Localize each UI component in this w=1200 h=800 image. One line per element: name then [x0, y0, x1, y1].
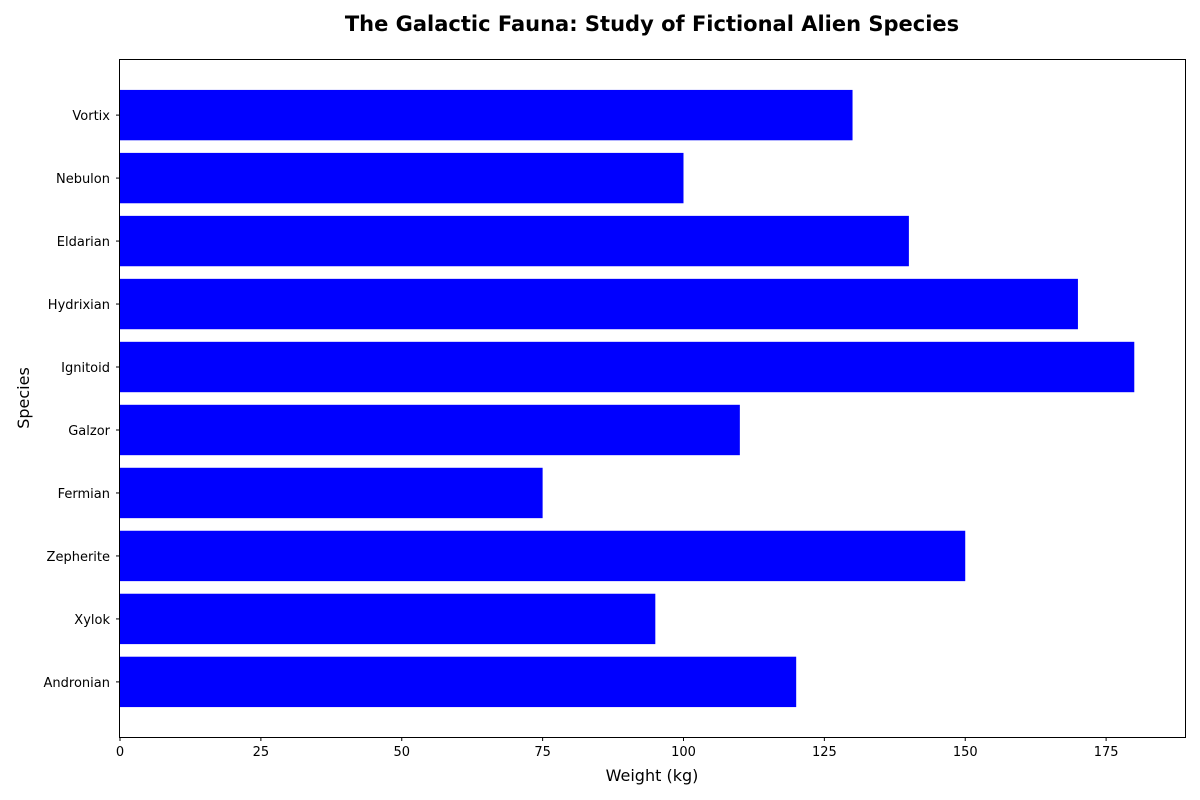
y-axis-label: Species [14, 367, 33, 429]
chart-title: The Galactic Fauna: Study of Fictional A… [345, 12, 959, 36]
x-tick-label: 75 [534, 745, 551, 760]
bars-group [120, 89, 1135, 708]
x-tick-label: 100 [671, 745, 696, 760]
x-tick-label: 150 [953, 745, 978, 760]
bar-vortix [120, 89, 853, 141]
y-tick-label: Nebulon [56, 172, 110, 187]
y-tick-label: Fermian [58, 487, 110, 502]
plot-frame [119, 59, 1186, 738]
bar-nebulon [120, 152, 684, 204]
y-tick-label: Eldarian [57, 235, 110, 250]
y-tick-label: Andronian [44, 676, 110, 691]
bar-zepherite [120, 530, 966, 582]
x-tick-label: 25 [253, 745, 270, 760]
x-tick-label: 175 [1094, 745, 1119, 760]
y-tick-label: Vortix [72, 109, 110, 124]
bar-hydrixian [120, 278, 1078, 330]
x-tick-label: 125 [812, 745, 837, 760]
y-tick-label: Xylok [74, 613, 110, 628]
bar-xylok [120, 593, 656, 645]
bar-eldarian [120, 215, 909, 267]
x-axis-ticks: 0 25 50 75 100 125 150 175 [116, 737, 1119, 760]
y-tick-label: Galzor [68, 424, 110, 439]
bar-galzor [120, 404, 740, 456]
bar-fermian [120, 467, 543, 519]
bar-ignitoid [120, 341, 1135, 393]
y-axis-ticks: Andronian Xylok Zepherite Fermian Galzor Igni… [44, 109, 120, 691]
x-tick-label: 0 [116, 745, 124, 760]
x-tick-label: 50 [393, 745, 410, 760]
y-tick-label: Ignitoid [61, 361, 110, 376]
x-axis-label: Weight (kg) [606, 766, 699, 785]
y-tick-label: Hydrixian [48, 298, 110, 313]
bar-andronian [120, 656, 797, 708]
y-tick-label: Zepherite [47, 550, 110, 565]
